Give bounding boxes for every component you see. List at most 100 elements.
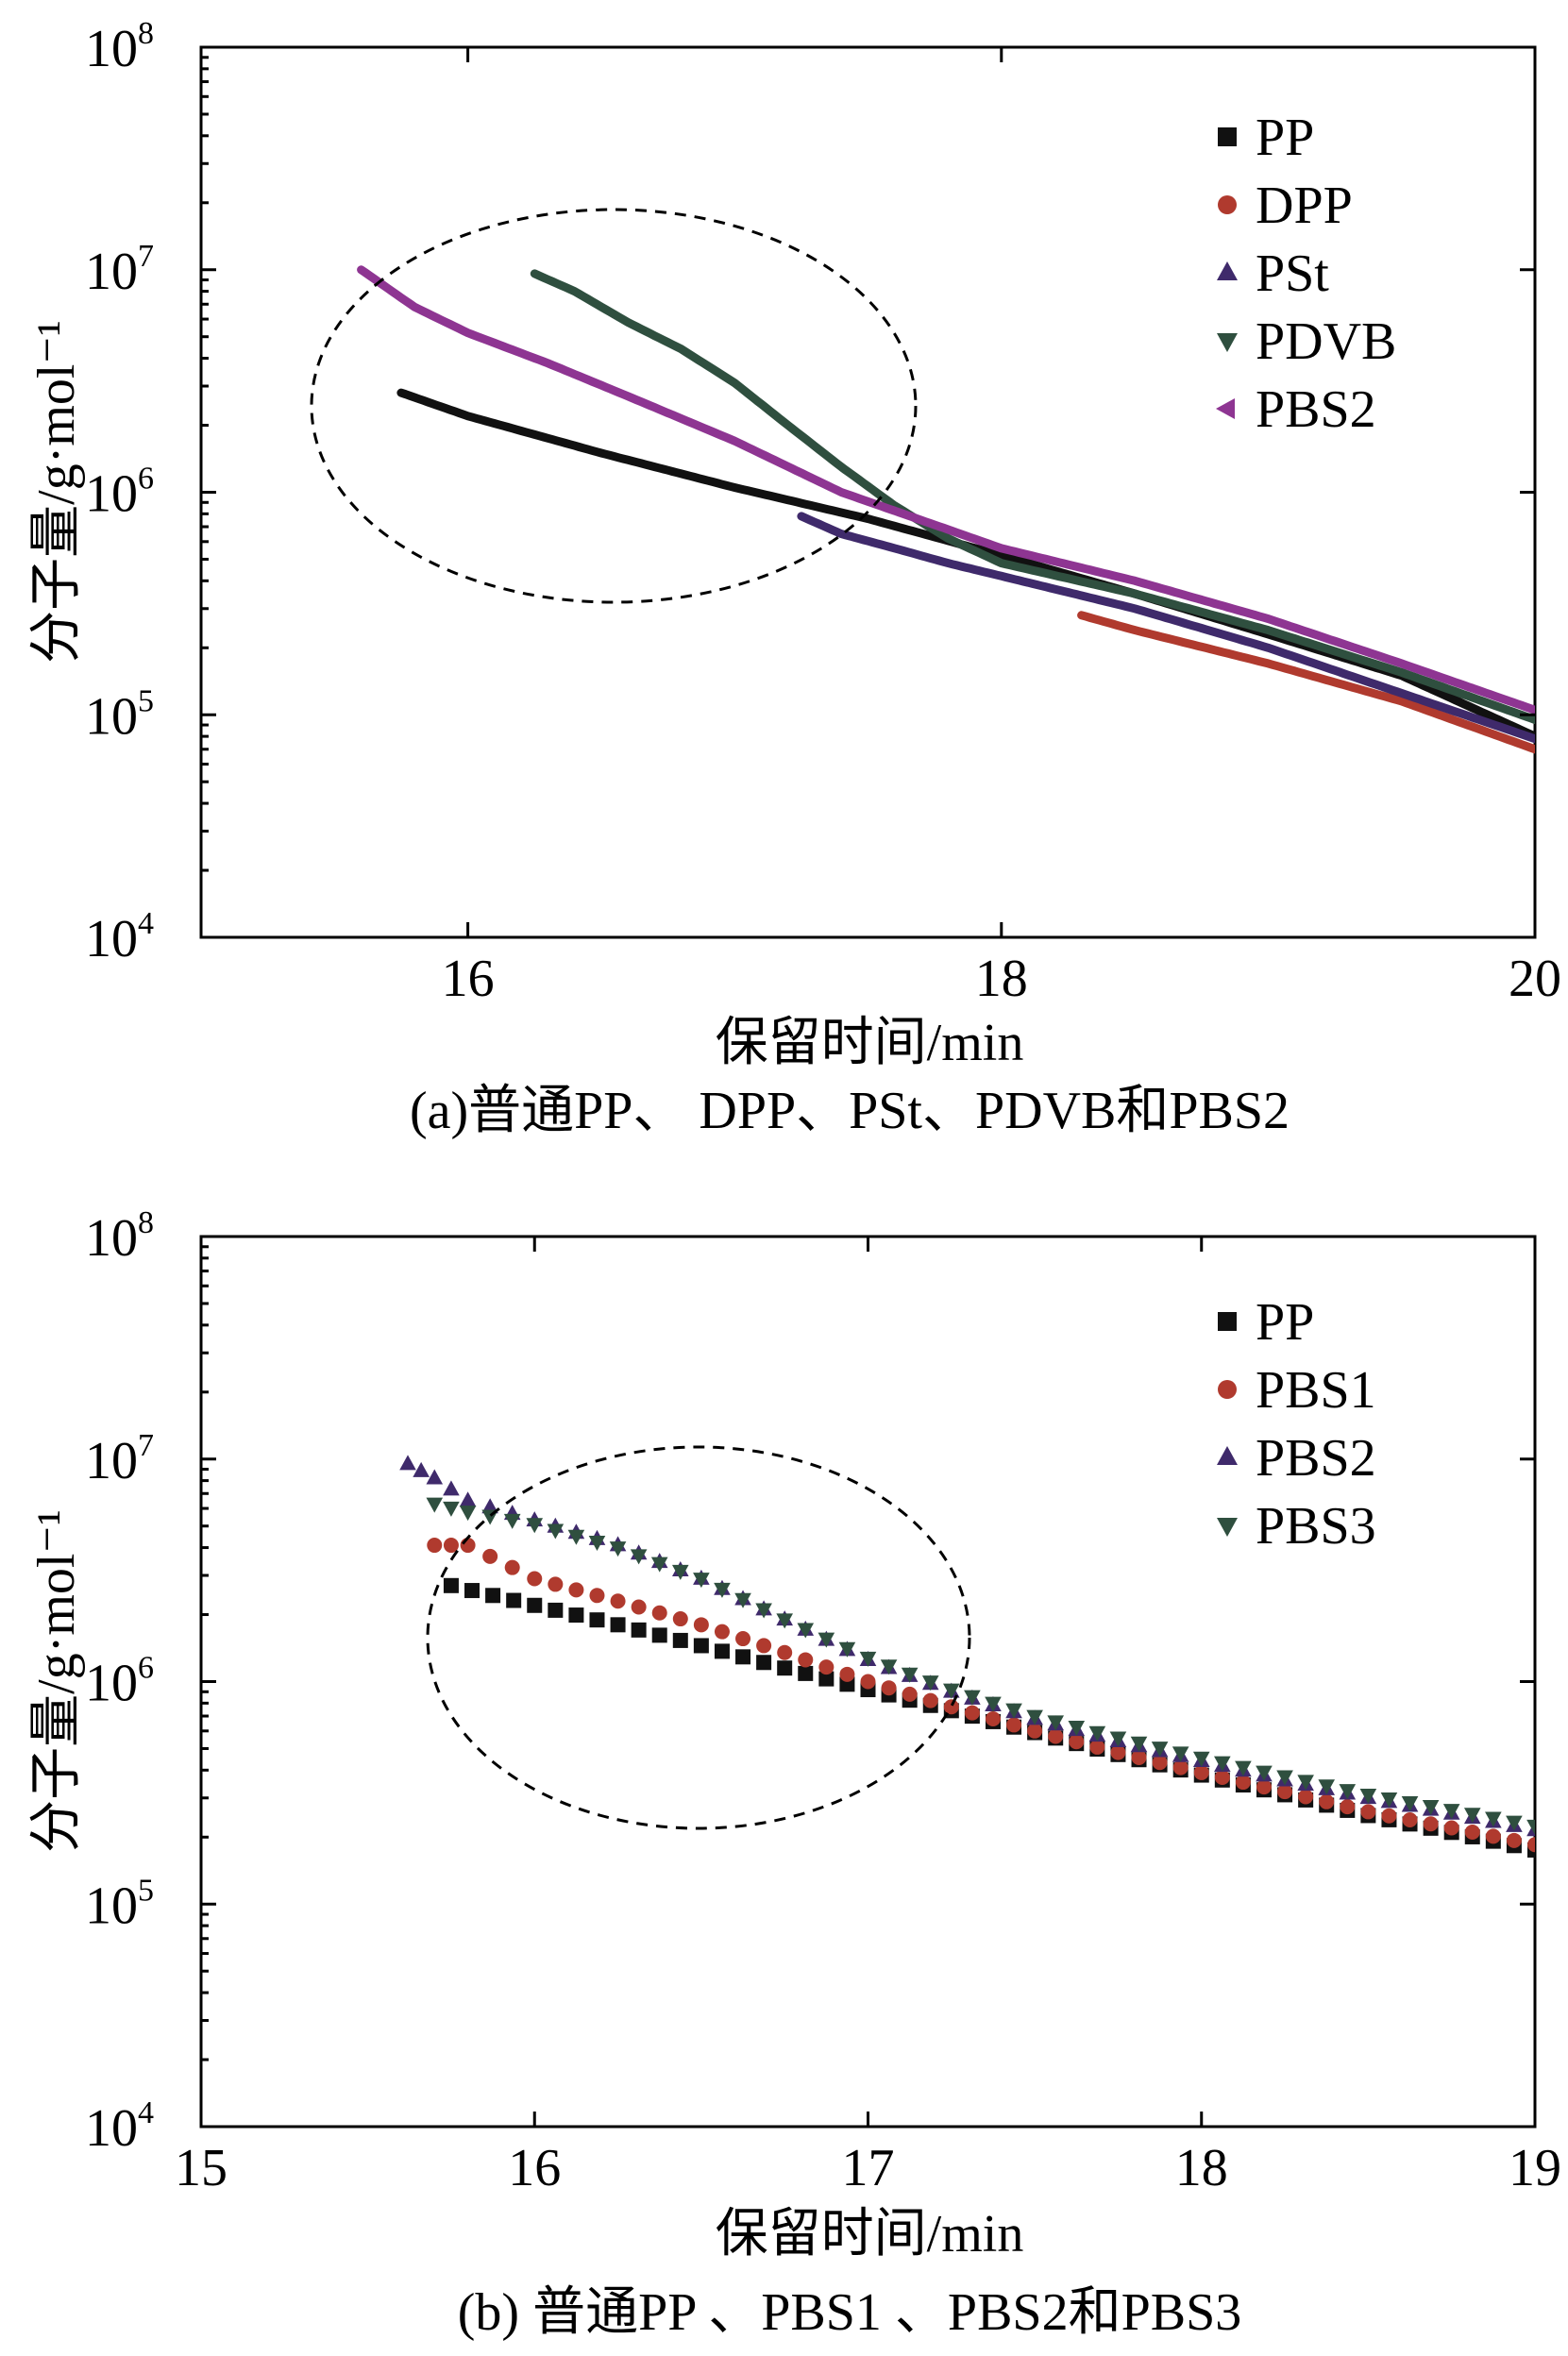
x-ticks-b: 15 16 17 18 19 — [175, 1237, 1561, 2197]
data-point — [650, 1557, 668, 1573]
data-point — [443, 1501, 460, 1517]
data-point — [714, 1643, 730, 1659]
series-pst — [797, 512, 1535, 744]
data-point — [943, 1683, 960, 1699]
legend-b: PP PBS1 PBS2 PBS3 — [1217, 1293, 1376, 1556]
y-tick-label: 105 — [85, 1873, 154, 1935]
legend-label-pdvb: PDVB — [1256, 312, 1396, 371]
data-point — [1172, 1759, 1189, 1775]
data-point — [1442, 1804, 1460, 1820]
y-ticks-a: 104 105 106 107 108 — [85, 16, 1535, 968]
data-point — [1443, 1820, 1459, 1836]
data-point — [1318, 1779, 1336, 1795]
data-point — [672, 1611, 688, 1627]
legend-label-pbs3: PBS3 — [1256, 1497, 1376, 1556]
series-pdvb — [530, 269, 1535, 724]
data-point — [1380, 1792, 1398, 1809]
x-axis-title-a: 保留时间/min — [716, 1014, 1024, 1072]
data-point — [630, 1549, 648, 1565]
series-group-a — [357, 265, 1535, 754]
legend-label-pst: PSt — [1256, 244, 1329, 303]
data-point — [413, 1461, 430, 1477]
data-point — [1068, 1721, 1086, 1737]
legend-label-pbs1: PBS1 — [1256, 1361, 1376, 1420]
data-point — [1214, 1756, 1231, 1772]
data-point — [798, 1652, 814, 1668]
y-tick-label: 108 — [85, 16, 154, 78]
data-point — [1319, 1793, 1335, 1809]
data-point — [609, 1541, 627, 1557]
data-point — [1463, 1808, 1481, 1824]
data-point — [1339, 1784, 1357, 1800]
data-point — [1235, 1775, 1251, 1791]
data-point — [818, 1659, 835, 1675]
series-line-dpp — [1077, 611, 1535, 754]
data-point — [568, 1582, 584, 1598]
x-axis-title-b: 保留时间/min — [716, 2205, 1024, 2263]
data-point — [1297, 1775, 1314, 1791]
series-line-pdvb — [530, 269, 1535, 724]
data-point — [548, 1602, 564, 1618]
data-point — [943, 1699, 959, 1715]
series-line-pbs2 — [357, 265, 1535, 715]
data-point — [651, 1605, 667, 1621]
data-point — [1048, 1728, 1064, 1744]
x-tick-label: 18 — [975, 950, 1028, 1008]
data-point — [1526, 1819, 1535, 1835]
data-point — [1089, 1739, 1105, 1755]
x-tick-label: 15 — [175, 2139, 228, 2197]
data-point — [426, 1497, 444, 1513]
data-point — [756, 1655, 772, 1671]
data-point — [839, 1666, 855, 1682]
y-tick-label: 104 — [85, 906, 154, 968]
y-axis-title-b: 分子量/g·mol⁻¹ — [27, 1509, 86, 1853]
x-tick-label: 19 — [1509, 2139, 1561, 2197]
data-point — [504, 1559, 520, 1575]
data-point — [1485, 1828, 1501, 1844]
data-point — [1130, 1736, 1148, 1752]
legend-marker-pbs1 — [1218, 1380, 1237, 1399]
data-point — [901, 1667, 919, 1683]
data-point — [1402, 1811, 1418, 1827]
data-point — [881, 1680, 897, 1696]
data-point — [1423, 1816, 1439, 1832]
data-point — [651, 1627, 667, 1643]
data-point — [1006, 1717, 1022, 1733]
data-point — [427, 1538, 443, 1554]
data-point — [1527, 1837, 1535, 1853]
x-tick-label: 17 — [842, 2139, 895, 2197]
data-point — [459, 1506, 477, 1522]
data-point — [1256, 1765, 1273, 1781]
data-point — [755, 1603, 772, 1619]
data-point — [631, 1622, 647, 1638]
data-point — [1110, 1744, 1126, 1760]
data-point — [714, 1624, 730, 1640]
data-point — [547, 1523, 565, 1540]
data-point — [1464, 1824, 1480, 1840]
y-tick-label: 105 — [85, 683, 154, 746]
y-ticks-b: 104 105 106 107 108 — [85, 1205, 1535, 2158]
data-point — [964, 1690, 981, 1706]
data-point — [443, 1538, 459, 1554]
data-point — [631, 1599, 647, 1615]
data-point — [526, 1518, 544, 1534]
data-point — [693, 1638, 709, 1654]
series-pbs3 — [426, 1497, 1535, 1835]
data-point — [1088, 1725, 1106, 1742]
x-tick-label: 16 — [442, 950, 495, 1008]
data-point — [1193, 1764, 1209, 1780]
y-axis-title-a: 分子量/g·mol⁻¹ — [27, 320, 86, 664]
legend-a: PP DPP PSt PDVB PBS2 — [1216, 109, 1396, 439]
data-point — [567, 1529, 585, 1545]
series-dpp — [1077, 611, 1535, 754]
data-point — [672, 1632, 688, 1648]
data-point — [798, 1665, 814, 1681]
data-point — [589, 1588, 605, 1604]
data-point — [1192, 1751, 1210, 1767]
data-point — [443, 1480, 460, 1496]
data-point — [443, 1577, 459, 1593]
data-point — [985, 1696, 1002, 1712]
panel-b: 15 16 17 18 19 104 105 106 107 108 PP PBS1 PBS2 PBS… — [27, 1205, 1561, 2342]
data-point — [485, 1588, 501, 1604]
